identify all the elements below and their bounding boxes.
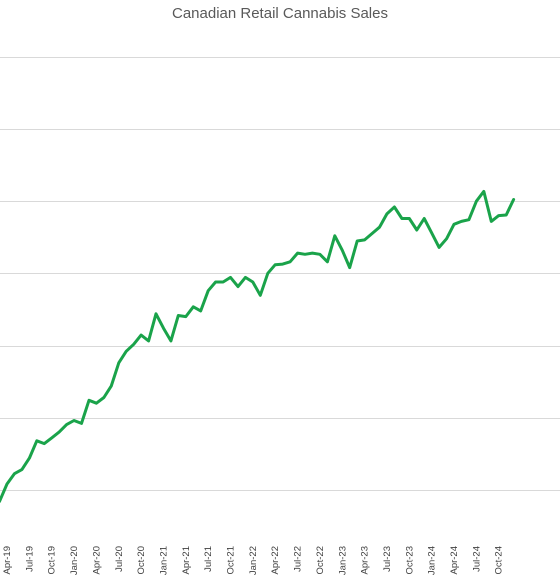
x-tick-label: Oct-19 xyxy=(47,546,58,575)
x-axis-tick-labels: Apr-19 Jul-19 Oct-19 Jan-20 Apr-20 Jul-20 Oct-… xyxy=(2,546,505,575)
x-tick-label: Apr-21 xyxy=(181,546,192,575)
x-tick-label: Jan-21 xyxy=(159,546,170,575)
x-tick-label: Apr-19 xyxy=(2,546,13,575)
series-layer xyxy=(0,189,516,503)
x-tick-label: Jul-24 xyxy=(471,546,482,572)
x-tick-label: Jul-20 xyxy=(114,546,125,572)
chart-title: Canadian Retail Cannabis Sales xyxy=(172,5,388,22)
x-tick-label: Oct-22 xyxy=(315,546,326,575)
x-tick-label: Apr-20 xyxy=(91,546,102,575)
series-line xyxy=(0,189,516,503)
x-tick-label: Oct-23 xyxy=(404,546,415,575)
x-tick-label: Oct-24 xyxy=(494,546,505,575)
x-tick-label: Apr-23 xyxy=(360,546,371,575)
x-tick-label: Jan-24 xyxy=(427,546,438,575)
x-tick-label: Jan-23 xyxy=(337,546,348,575)
x-tick-label: Jan-20 xyxy=(69,546,80,575)
x-tick-label: Jul-19 xyxy=(24,546,35,572)
x-tick-label: Jul-21 xyxy=(203,546,214,572)
x-tick-label: Jul-23 xyxy=(382,546,393,572)
x-tick-label: Oct-20 xyxy=(136,546,147,575)
x-tick-label: Jan-22 xyxy=(248,546,259,575)
x-tick-label: Apr-24 xyxy=(449,546,460,575)
x-tick-label: Oct-21 xyxy=(226,546,237,575)
gridlines xyxy=(0,57,560,491)
x-tick-label: Apr-22 xyxy=(270,546,281,575)
x-tick-label: Jul-22 xyxy=(293,546,304,572)
